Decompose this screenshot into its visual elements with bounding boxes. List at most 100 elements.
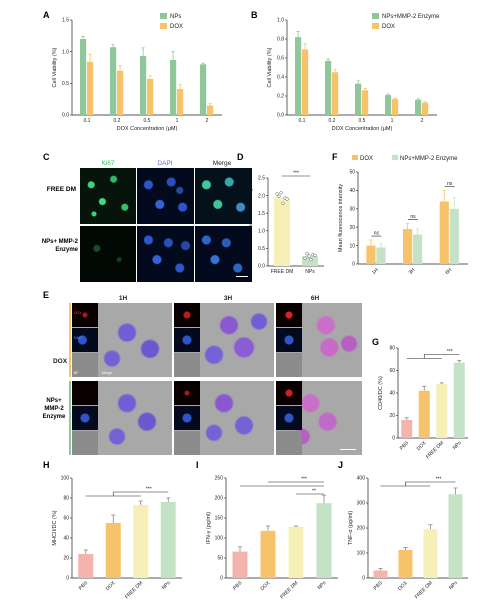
y-tick-label: 80 (389, 346, 395, 352)
x-tick-label: DOX (416, 440, 428, 452)
bar (260, 530, 276, 578)
y-tick-label: 1.0 (258, 229, 265, 235)
legend-label: DOX (170, 24, 183, 30)
x-tick-label: PBS (232, 580, 244, 592)
y-tick-label: 400 (357, 476, 366, 482)
panel-label-j: J (338, 460, 343, 470)
e-row-indicator-dox (69, 303, 71, 377)
y-tick-label: 0.8 (277, 37, 284, 43)
panel-label-b: B (251, 10, 258, 20)
bar (207, 105, 214, 115)
y-axis-label: IFN-γ (pg/ml) (206, 512, 212, 544)
legend-label: NPs+MMP-2 Enzyme (382, 14, 440, 20)
x-tick-label: DOX (397, 580, 409, 592)
x-tick-label: 0.1 (299, 118, 306, 124)
y-tick-label: 40 (389, 391, 395, 397)
bar (110, 47, 117, 115)
x-tick-label: NPs (316, 580, 327, 591)
e-inset-merge-label: Merge (102, 371, 112, 375)
y-tick-label: 60 (63, 516, 69, 522)
y-axis-label: TNF-α (pg/ml) (348, 511, 354, 546)
y-tick-label: 0.4 (277, 75, 284, 81)
data-point (279, 191, 283, 195)
e-inset-6h-bf (276, 353, 302, 377)
c-col-merge: Merge (213, 160, 232, 167)
c-ki67-nps (80, 226, 136, 282)
y-tick-label: 60 (389, 368, 395, 374)
panel-label-h: H (43, 460, 50, 470)
e-inset-nps-dox (72, 381, 98, 405)
e-inset-dox: DOX (72, 303, 98, 327)
bar (274, 197, 290, 266)
y-tick-label: 1.5 (258, 211, 265, 217)
x-tick-label: PBS (373, 580, 385, 592)
scale-bar (340, 448, 356, 450)
x-tick-label: PBS (78, 580, 90, 592)
y-tick-label: 150 (215, 516, 224, 522)
e-inset-nps-bf (72, 431, 98, 455)
data-point (303, 256, 307, 260)
bar (140, 56, 147, 115)
x-axis-label: DOX Concentration (μM) (332, 126, 393, 132)
panel-e-micrographs: NPs+ MMP-2 Enzyme DOX DAPI BF Merge (43, 303, 362, 455)
y-tick-label: 40 (63, 536, 69, 542)
e-dox-6h (276, 303, 362, 377)
scale-bar (236, 275, 248, 277)
c-col-dapi: DAPI (157, 160, 172, 167)
x-tick-label: FREE DM (425, 440, 445, 460)
data-point (307, 254, 311, 258)
bar (232, 551, 248, 578)
e-inset-nps6-dapi (276, 406, 302, 430)
x-tick-label: 0.5 (144, 118, 151, 124)
y-tick-label: 300 (357, 501, 366, 507)
chart-d: 0.00.51.01.52.02.5Mean fluorescence inte… (248, 171, 324, 275)
bar (376, 247, 386, 264)
data-point (309, 258, 313, 262)
y-tick-label: 0 (66, 576, 69, 582)
bar (448, 494, 463, 578)
significance-label: *** (293, 171, 299, 177)
x-tick-label: 0.2 (114, 118, 121, 124)
c-dapi-free-dm (137, 168, 194, 224)
y-tick-label: 50 (217, 556, 223, 562)
y-tick-label: 80 (63, 496, 69, 502)
e-inset-6h-dapi (276, 328, 302, 352)
data-point (305, 252, 309, 256)
y-tick-label: 100 (357, 551, 366, 557)
chart-b: 0.0 0.2 0.4 0.6 0.8 1.0 Cell Viability (%) NPs+… (267, 13, 440, 132)
panel-label-d: D (237, 152, 244, 162)
x-tick-label: FREE DM (271, 269, 294, 275)
bar (117, 70, 124, 115)
legend-label: DOX (382, 24, 395, 30)
x-tick-label: FREE DM (414, 580, 434, 600)
bar (398, 550, 413, 578)
legend-label: NPs+MMP-2 Enzyme (400, 156, 458, 162)
e-dox-3h (174, 303, 274, 377)
panel-c-micrographs: FREE DM NPs+ MMP-2 Enzyme (42, 168, 252, 282)
c-merge-free-dm (195, 168, 252, 224)
y-tick-label: 0.6 (277, 56, 284, 62)
bar (362, 90, 369, 115)
bar (200, 64, 207, 115)
data-point (313, 253, 317, 258)
significance-label: ns (410, 214, 416, 220)
panel-label-f: F (332, 152, 338, 162)
significance-label: *** (436, 477, 442, 483)
e-col-3h: 3H (224, 295, 233, 302)
x-tick-label: 1 (176, 118, 179, 124)
bar (160, 502, 176, 578)
y-axis-label: Mean fluorescence intensity (338, 184, 344, 252)
bar (366, 245, 376, 264)
e-inset-nps6-dox (276, 381, 302, 405)
bar (302, 256, 318, 266)
y-tick-label: 20 (349, 225, 355, 231)
c-dapi-nps (137, 226, 194, 282)
x-tick-label: 2 (206, 118, 209, 124)
significance-label: *** (301, 477, 307, 483)
y-tick-label: 0.0 (62, 113, 69, 119)
bar (332, 72, 339, 115)
legend-label: DOX (360, 156, 373, 162)
y-tick-label: 30 (349, 207, 355, 213)
bar (316, 503, 332, 578)
y-tick-label: 40 (349, 188, 355, 194)
